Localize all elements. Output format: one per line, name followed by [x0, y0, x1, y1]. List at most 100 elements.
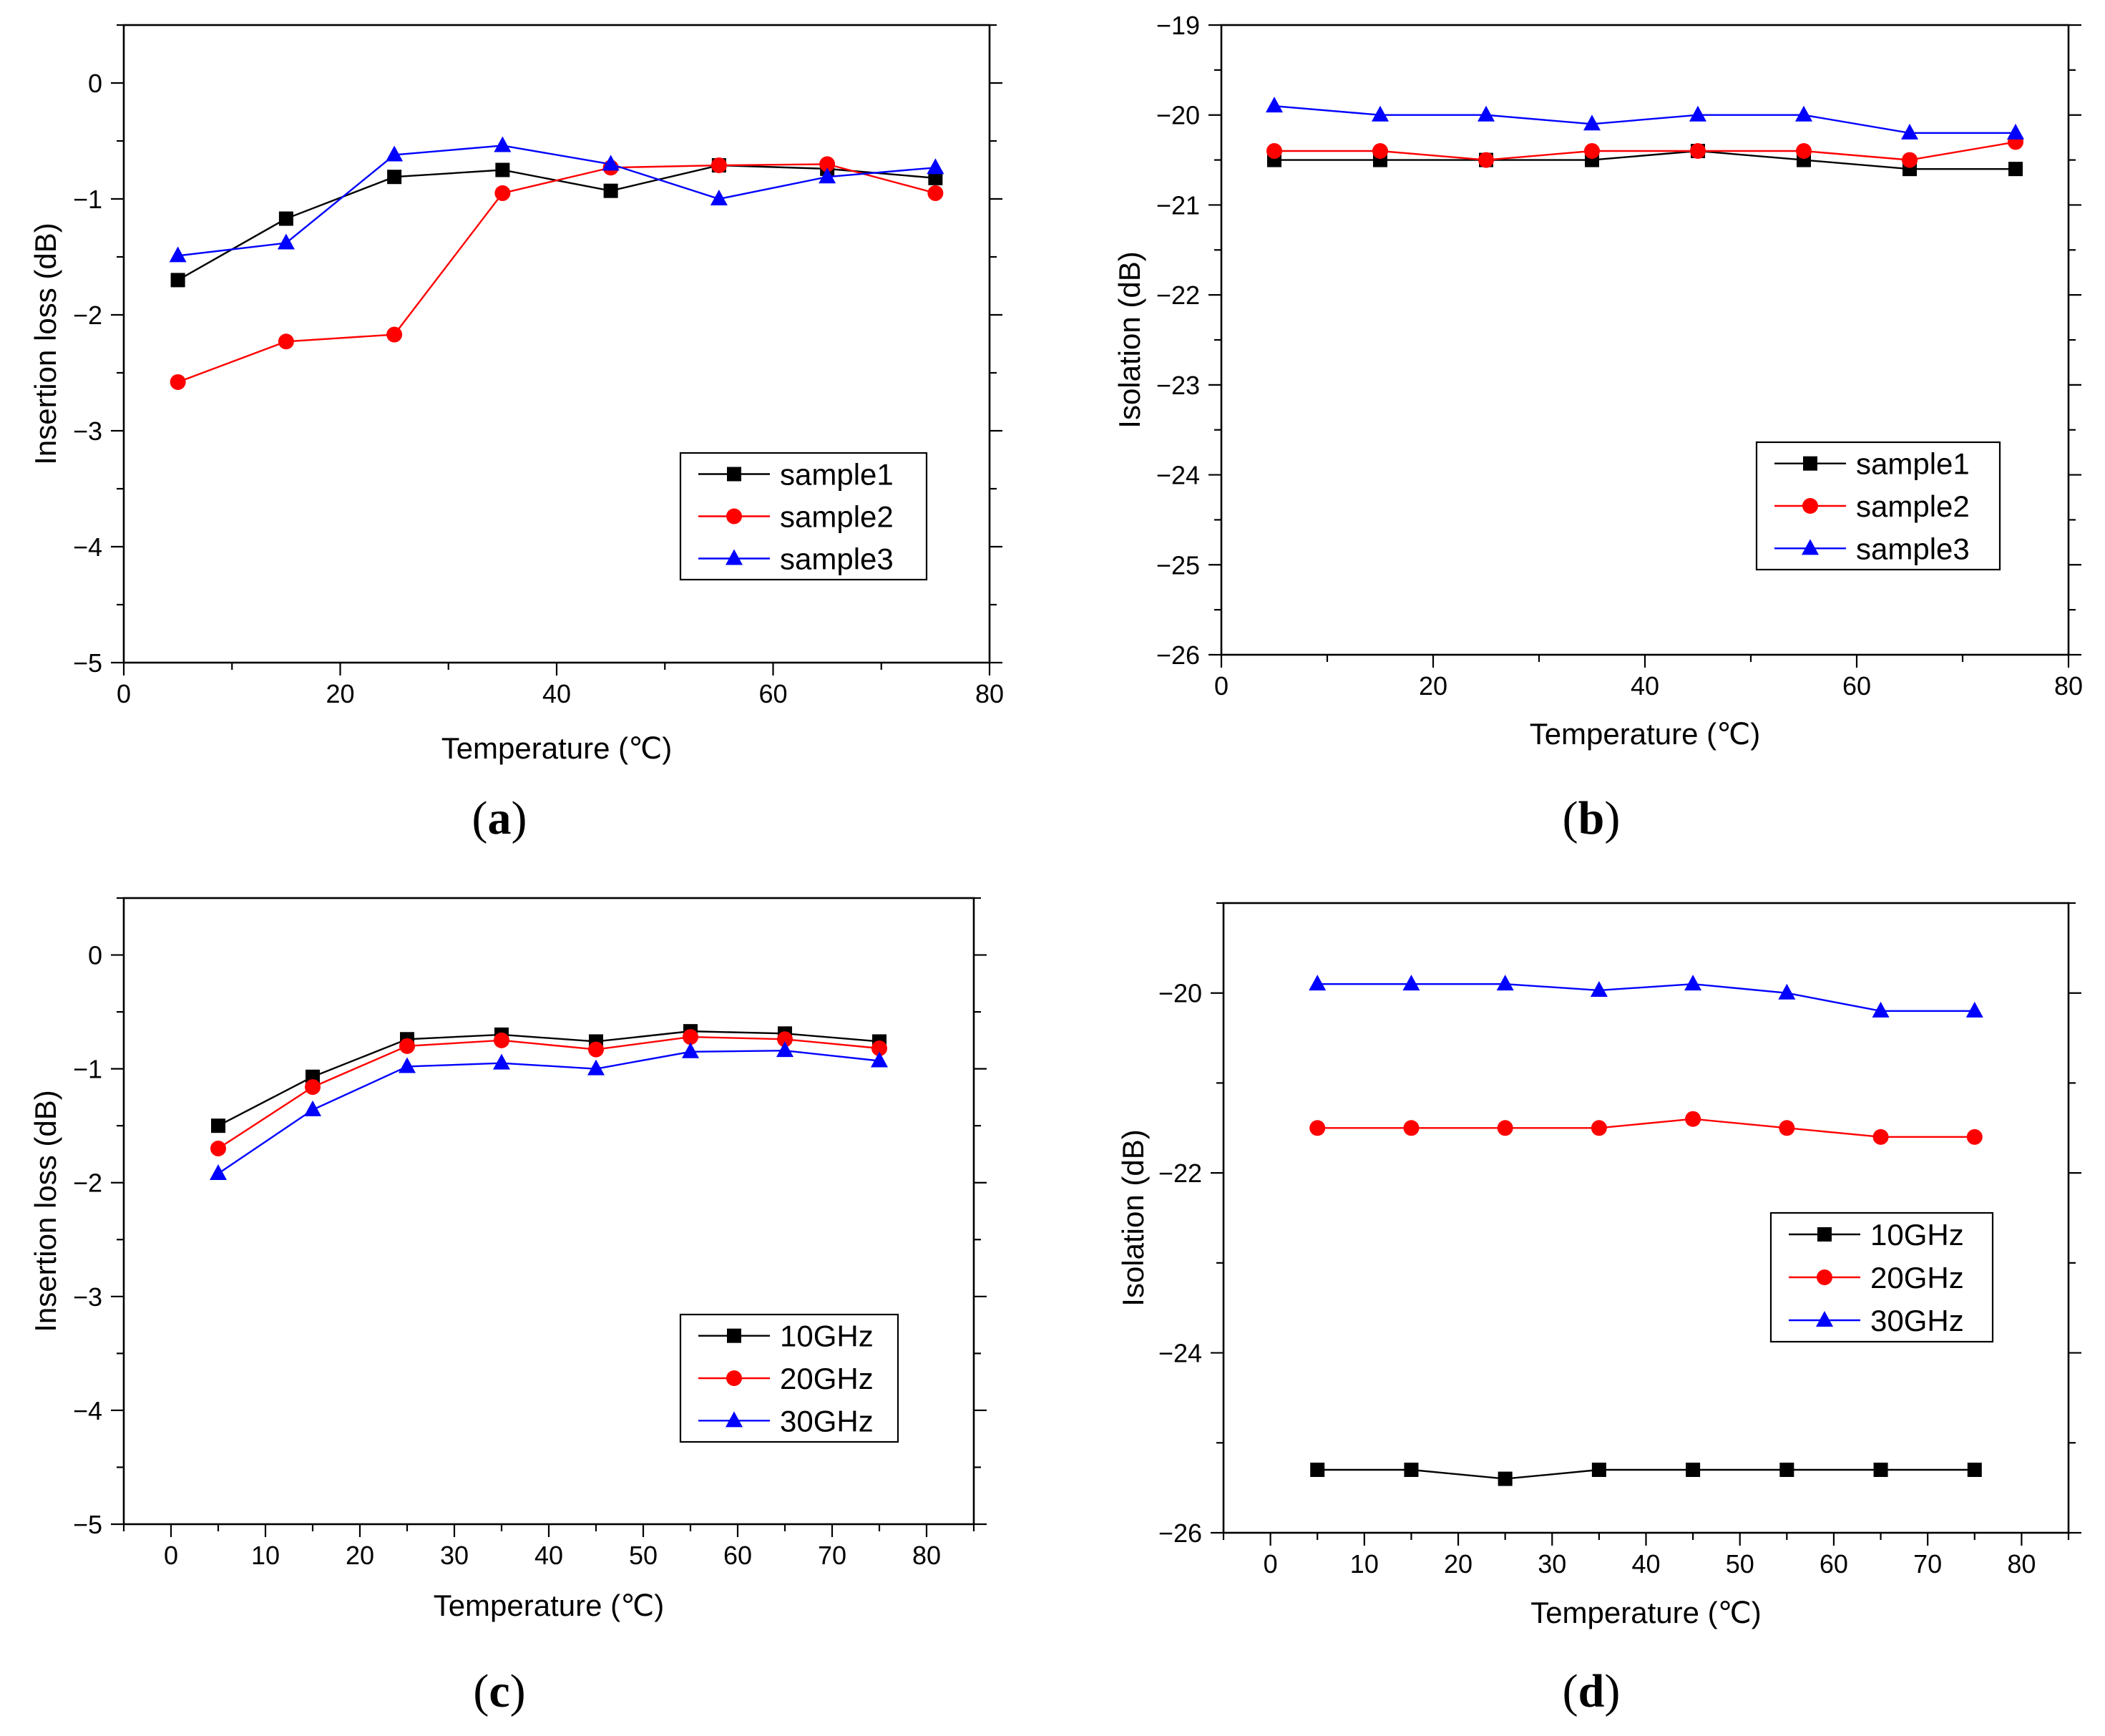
legend-label: sample1 — [1856, 447, 1970, 481]
y-tick-label: −25 — [1156, 550, 1200, 580]
panel-label: (c) — [473, 1665, 525, 1717]
y-tick-label: −26 — [1158, 1518, 1202, 1548]
y-axis-label: Isolation (dB) — [1113, 251, 1146, 428]
x-tick-label: 60 — [758, 679, 787, 708]
x-axis-label: Temperature (℃) — [1530, 1596, 1762, 1629]
data-point — [1779, 1463, 1794, 1477]
series-line — [1274, 104, 2016, 135]
legend-marker — [727, 1328, 741, 1343]
x-axis-label: Temperature (℃) — [1530, 717, 1761, 751]
x-tick-label: 0 — [1214, 671, 1229, 701]
data-point — [1498, 1471, 1513, 1486]
legend-marker — [727, 467, 741, 482]
x-tick-label: 40 — [1631, 671, 1659, 701]
legend-label: 10GHz — [1870, 1218, 1964, 1252]
data-point — [278, 333, 294, 350]
chart-panel-b: 0 20 40 60 80 −19 −20 −21 −22 −23 −24 −25 −26 Tempera… — [1113, 11, 2083, 844]
x-axis-label: Temperature (℃) — [434, 1589, 665, 1622]
data-point — [1583, 114, 1601, 131]
data-point — [682, 1042, 699, 1058]
data-point — [928, 170, 943, 185]
data-point — [210, 1141, 226, 1156]
data-point — [603, 183, 618, 198]
legend-marker — [1802, 498, 1818, 514]
data-point — [399, 1057, 416, 1073]
data-point — [1967, 1463, 1982, 1477]
data-point — [2008, 162, 2023, 177]
data-point — [1779, 1120, 1795, 1136]
data-point — [1584, 143, 1600, 159]
data-point — [387, 170, 402, 185]
legend: sample1 sample2 sample3 — [679, 452, 928, 581]
data-point — [1795, 105, 1812, 122]
y-tick-label: −5 — [73, 648, 102, 678]
legend-label: sample2 — [1856, 489, 1970, 523]
x-tick-label: 0 — [164, 1541, 178, 1570]
data-point — [819, 167, 836, 184]
data-point — [305, 1079, 321, 1096]
series-line — [1317, 1468, 1975, 1480]
series-line — [177, 163, 936, 384]
x-tick-label: 80 — [912, 1541, 941, 1570]
data-point — [1684, 975, 1702, 991]
data-point — [1478, 105, 1495, 122]
data-point — [386, 145, 404, 162]
data-point — [587, 1059, 605, 1076]
data-point — [710, 157, 727, 174]
legend: 10GHz 20GHz 30GHz — [679, 1313, 899, 1443]
panel-label: (d) — [1563, 1665, 1621, 1717]
data-point — [1266, 97, 1283, 113]
series-sample3 — [169, 136, 944, 263]
y-tick-label: −20 — [1156, 101, 1200, 130]
legend-marker — [1803, 456, 1817, 471]
series-line — [218, 1030, 880, 1127]
data-point — [1902, 152, 1918, 168]
data-point — [1872, 1001, 1890, 1018]
x-tick-label: 10 — [251, 1541, 280, 1570]
legend-marker — [726, 549, 743, 565]
data-point — [1591, 1463, 1606, 1477]
data-point — [1591, 1120, 1607, 1136]
series-line — [1274, 150, 2016, 170]
data-point — [2007, 123, 2024, 140]
data-point — [304, 1100, 321, 1116]
data-point — [777, 1031, 793, 1048]
x-tick-label: 80 — [2007, 1549, 2036, 1579]
data-point — [1686, 1463, 1701, 1477]
x-tick-label: 0 — [1264, 1549, 1278, 1579]
x-tick-label: 70 — [818, 1541, 846, 1570]
x-tick-label: 0 — [117, 679, 131, 708]
data-point — [210, 1164, 227, 1180]
series-line — [1274, 141, 2016, 161]
data-point — [1901, 123, 1918, 140]
x-tick-label: 20 — [1419, 671, 1447, 701]
series-30GHz — [1309, 975, 1983, 1018]
y-axis-label: Isolation (dB) — [1116, 1129, 1150, 1306]
y-tick-label: −4 — [73, 1396, 102, 1425]
legend-label: sample3 — [780, 542, 894, 576]
x-axis-label: Temperature (℃) — [441, 731, 673, 765]
legend-marker — [1817, 1227, 1832, 1242]
y-tick-label: 0 — [88, 69, 102, 98]
data-point — [1966, 1128, 1983, 1145]
y-tick-label: −21 — [1156, 190, 1200, 220]
data-point — [495, 162, 510, 177]
data-point — [1372, 105, 1389, 122]
data-point — [1402, 975, 1420, 991]
data-point — [1872, 1128, 1889, 1145]
y-tick-label: −4 — [73, 532, 102, 562]
x-tick-label: 50 — [629, 1541, 658, 1570]
data-point — [169, 246, 187, 263]
data-point — [927, 158, 944, 175]
series-sample3 — [1266, 97, 2024, 140]
data-point — [1404, 1463, 1419, 1477]
x-tick-label: 30 — [440, 1541, 469, 1570]
x-tick-label: 60 — [1842, 671, 1871, 701]
legend-marker — [726, 508, 742, 525]
data-point — [1685, 1111, 1701, 1127]
data-point — [278, 211, 293, 226]
legend-label: 20GHz — [780, 1362, 874, 1395]
legend-label: 30GHz — [780, 1404, 874, 1438]
y-tick-label: −1 — [73, 185, 102, 214]
